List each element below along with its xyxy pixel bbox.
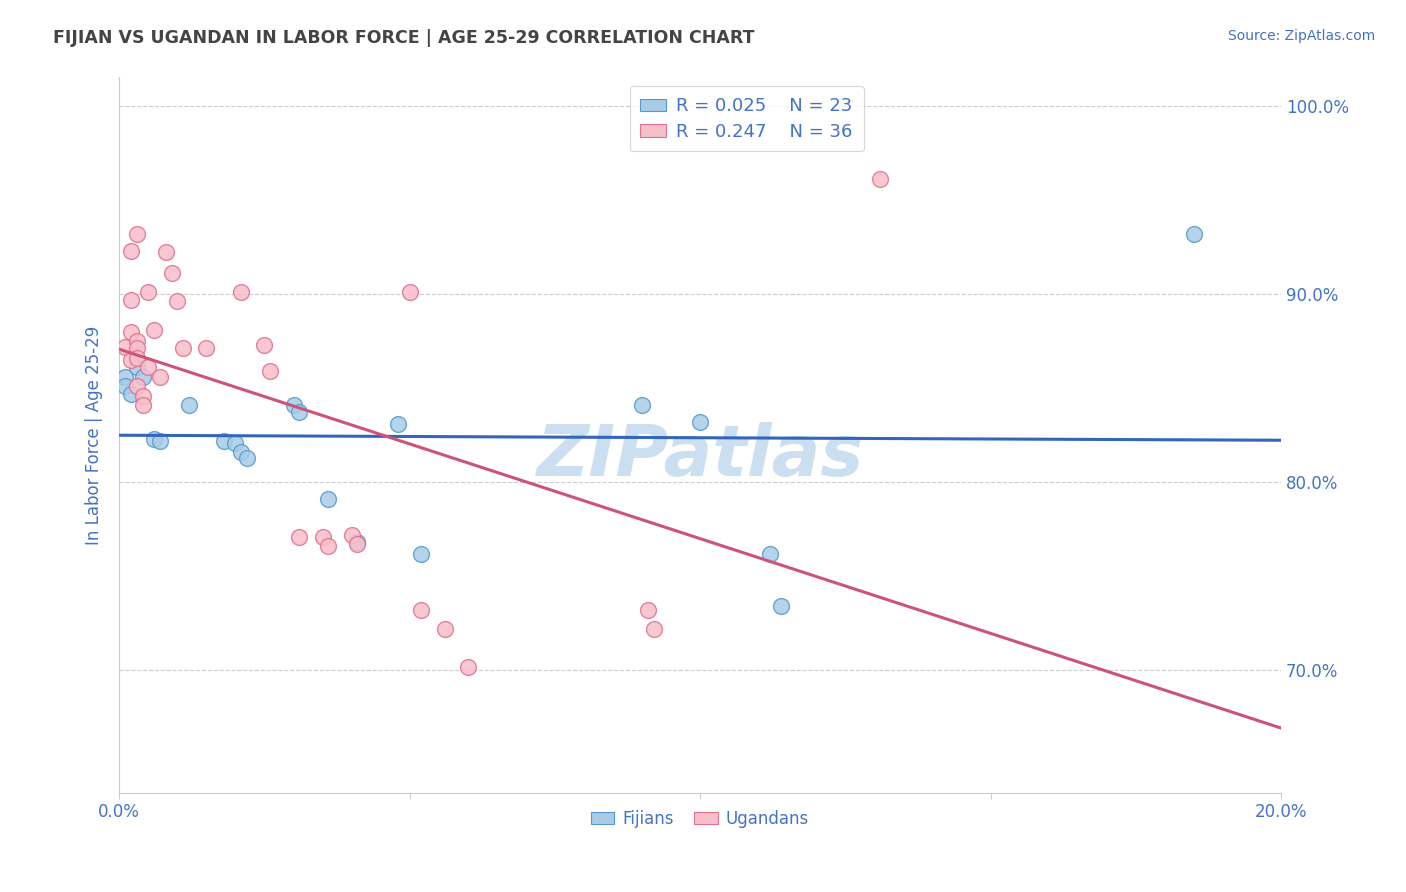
- Point: [231, 445, 253, 459]
- Point: [387, 417, 409, 431]
- Point: [125, 334, 148, 348]
- Point: [759, 547, 782, 561]
- Point: [288, 405, 311, 419]
- Point: [177, 398, 200, 412]
- Point: [131, 369, 153, 384]
- Point: [1182, 227, 1205, 241]
- Point: [283, 398, 305, 412]
- Point: [631, 398, 654, 412]
- Point: [114, 379, 136, 393]
- Point: [172, 342, 194, 356]
- Point: [311, 530, 333, 544]
- Point: [160, 266, 183, 280]
- Point: [689, 415, 711, 429]
- Text: Source: ZipAtlas.com: Source: ZipAtlas.com: [1227, 29, 1375, 43]
- Point: [143, 432, 166, 446]
- Point: [131, 398, 153, 412]
- Point: [869, 172, 891, 186]
- Point: [433, 622, 456, 636]
- Point: [637, 603, 659, 617]
- Point: [224, 435, 246, 450]
- Legend: Fijians, Ugandans: Fijians, Ugandans: [585, 803, 815, 834]
- Y-axis label: In Labor Force | Age 25-29: In Labor Force | Age 25-29: [86, 326, 103, 545]
- Point: [114, 340, 136, 354]
- Point: [166, 294, 188, 309]
- Point: [125, 351, 148, 365]
- Point: [125, 227, 148, 241]
- Point: [770, 599, 793, 614]
- Point: [253, 337, 276, 351]
- Point: [125, 342, 148, 356]
- Point: [643, 622, 665, 636]
- Point: [411, 603, 433, 617]
- Point: [149, 434, 172, 448]
- Point: [120, 386, 142, 401]
- Point: [120, 244, 142, 258]
- Point: [457, 659, 479, 673]
- Point: [318, 539, 340, 553]
- Point: [120, 325, 142, 339]
- Point: [120, 352, 142, 367]
- Text: ZIPatlas: ZIPatlas: [537, 422, 863, 491]
- Point: [125, 360, 148, 375]
- Point: [120, 293, 142, 307]
- Point: [136, 285, 159, 299]
- Point: [195, 342, 218, 356]
- Point: [236, 450, 259, 465]
- Point: [136, 360, 159, 375]
- Point: [212, 434, 235, 448]
- Point: [259, 364, 281, 378]
- Point: [143, 323, 166, 337]
- Point: [155, 245, 177, 260]
- Point: [398, 285, 420, 299]
- Point: [125, 379, 148, 393]
- Point: [149, 369, 172, 384]
- Point: [114, 369, 136, 384]
- Point: [231, 285, 253, 299]
- Point: [340, 528, 363, 542]
- Point: [346, 535, 368, 549]
- Point: [411, 547, 433, 561]
- Point: [346, 537, 368, 551]
- Point: [131, 388, 153, 402]
- Text: FIJIAN VS UGANDAN IN LABOR FORCE | AGE 25-29 CORRELATION CHART: FIJIAN VS UGANDAN IN LABOR FORCE | AGE 2…: [53, 29, 755, 46]
- Point: [288, 530, 311, 544]
- Point: [318, 491, 340, 506]
